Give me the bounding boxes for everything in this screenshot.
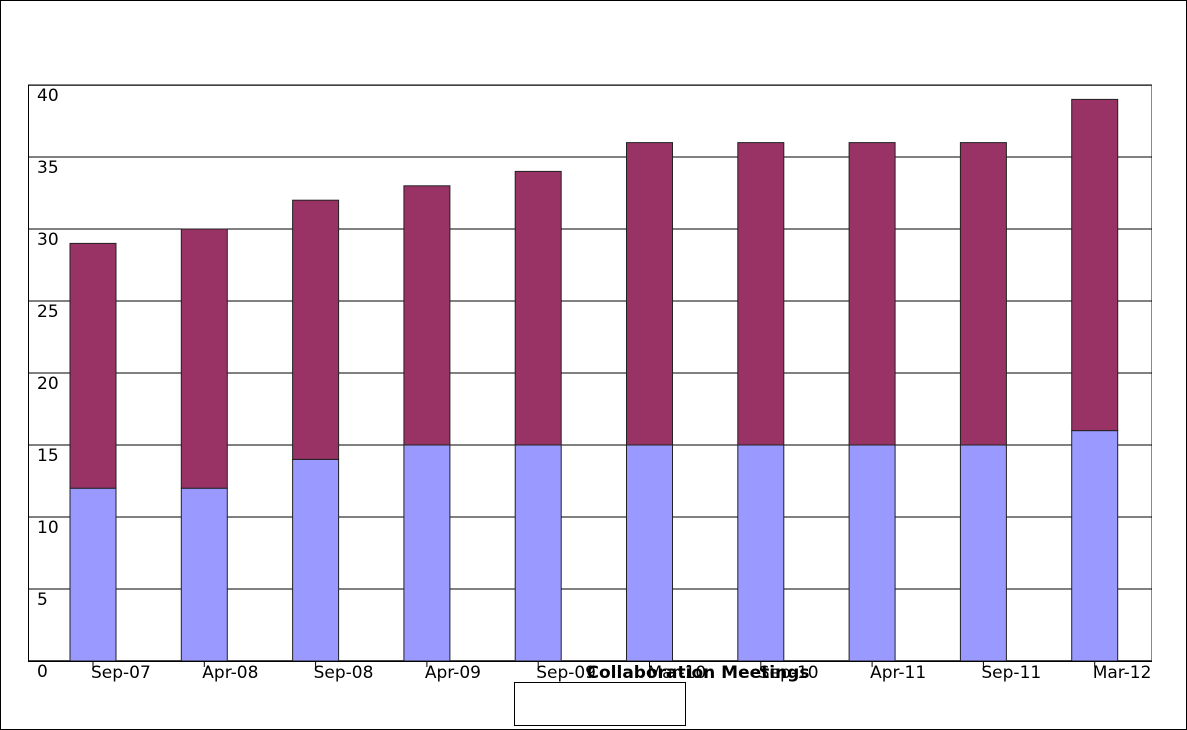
bar-segment <box>626 142 673 446</box>
legend-box <box>514 682 686 726</box>
bar-segment <box>1071 430 1119 662</box>
y-tick-label: 15 <box>37 446 59 466</box>
bar-segment <box>626 444 673 662</box>
bar-segment <box>403 185 451 446</box>
bar-segment <box>514 170 562 446</box>
bar-segment <box>848 142 896 446</box>
bar-segment <box>514 444 562 662</box>
bar-segment <box>959 142 1007 446</box>
y-tick-label: 40 <box>37 86 59 106</box>
bar-segment <box>848 444 896 662</box>
plot: 0 5 10 15 20 25 30 35 40 Sep-07 Apr-08 Sep-08 Apr-09… <box>28 84 1152 683</box>
bar-segment <box>737 444 785 662</box>
x-tick-label: Mar-10 <box>648 663 707 683</box>
bar-segment <box>959 444 1007 662</box>
bar-segment <box>1071 98 1119 432</box>
x-tick-label: Mar-12 <box>1093 663 1152 683</box>
x-tick-label: Sep-11 <box>981 663 1041 683</box>
x-tick-label: Apr-09 <box>425 663 481 683</box>
y-tick-label: 20 <box>37 374 59 394</box>
x-tick-label: Sep-07 <box>91 663 151 683</box>
bar-segment <box>69 242 117 489</box>
y-tick-label: 0 <box>37 662 48 682</box>
bar-segment <box>737 142 785 446</box>
bar-segment <box>403 444 451 662</box>
x-tick-label: Sep-08 <box>314 663 374 683</box>
y-tick-label: 5 <box>37 590 48 610</box>
y-tick-label: 10 <box>37 518 59 538</box>
y-tick-label: 30 <box>37 230 59 250</box>
y-tick-label: 25 <box>37 302 59 322</box>
x-axis-label: Collaboration Meetings <box>587 663 810 683</box>
x-tick-label: Apr-08 <box>202 663 258 683</box>
x-tick-label: Apr-11 <box>870 663 926 683</box>
bar-segment <box>292 199 340 460</box>
x-tick-label: Sep-10 <box>759 663 819 683</box>
bar-segment <box>180 228 228 489</box>
y-tick-label: 35 <box>37 158 59 178</box>
bar-segment <box>69 487 117 662</box>
bar-segment <box>292 458 340 662</box>
bar-segment <box>180 487 228 662</box>
x-tick-label: Sep-09 <box>536 663 596 683</box>
